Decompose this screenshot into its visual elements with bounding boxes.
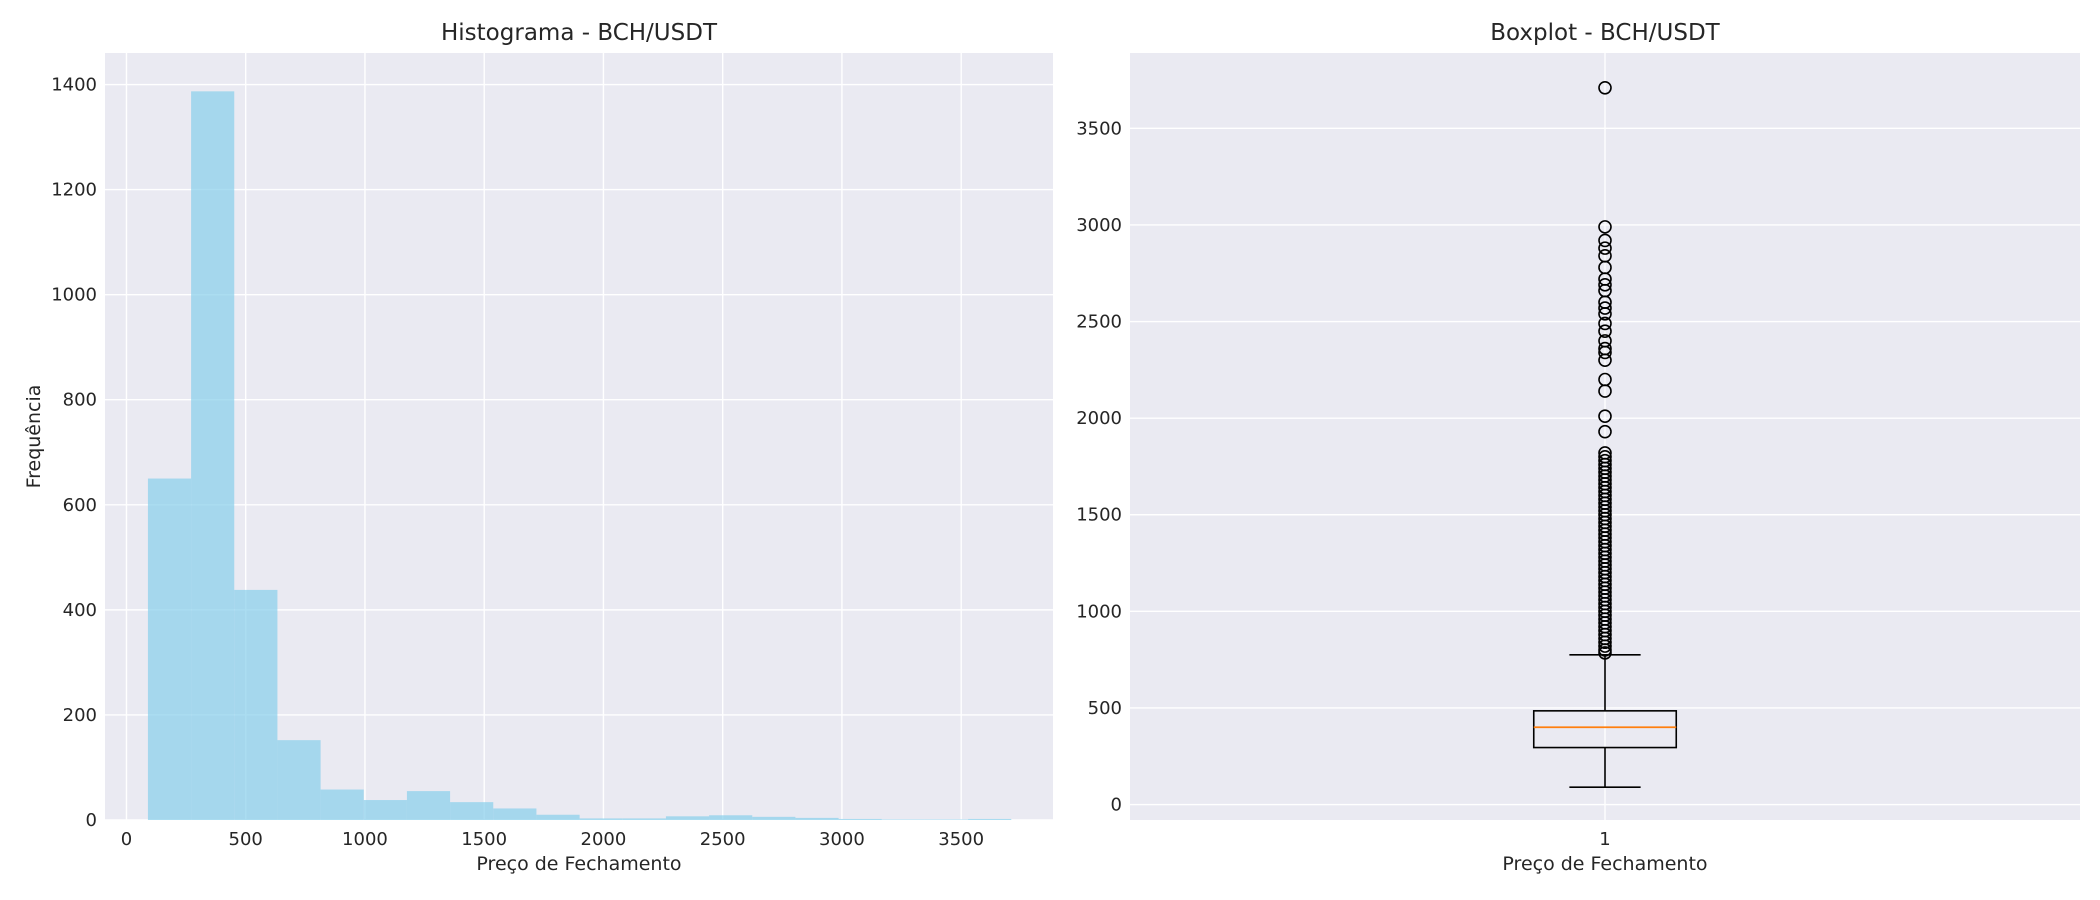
histogram-bar: [968, 818, 1012, 820]
boxplot-y-tick-label: 0: [1111, 795, 1122, 816]
boxplot-y-tick-label: 2000: [1076, 408, 1122, 429]
boxplot-outlier: [1598, 301, 1612, 315]
histogram-bars: [147, 91, 1012, 821]
histogram-bar: [191, 91, 235, 821]
histogram-x-tick-label: 1000: [342, 829, 388, 850]
histogram-bar: [665, 816, 710, 820]
histogram-x-tick-label: 0: [121, 829, 132, 850]
boxplot-y-tick-label: 1000: [1076, 601, 1122, 622]
histogram-y-tick-label: 1000: [51, 285, 97, 306]
histogram-y-tick-label: 1400: [51, 75, 97, 96]
boxplot-outlier: [1598, 639, 1612, 653]
boxplot-x-axis-label: Preço de Fechamento: [1502, 853, 1707, 875]
histogram-bar: [234, 589, 278, 820]
boxplot-y-tick-label: 3500: [1076, 118, 1122, 139]
histogram-bar: [450, 802, 494, 820]
histogram-title: Histograma - BCH/USDT: [441, 20, 718, 46]
histogram-panel: 0 500 1000 1500 2000 2500 3000 3500 0 200 400 600 8…: [23, 20, 1053, 875]
boxplot-gridlines: [1130, 53, 2080, 820]
histogram-y-tick-label: 400: [63, 600, 97, 621]
boxplot-y-tick-label: 1500: [1076, 505, 1122, 526]
boxplot-panel: 1 0 500 1000 1500 2000 2500 3000 3500 Boxplot -…: [1076, 20, 2080, 875]
boxplot-outlier: [1598, 324, 1612, 339]
boxplot-y-tick-label: 3000: [1076, 215, 1122, 236]
boxplot-title: Boxplot - BCH/USDT: [1490, 20, 1720, 46]
histogram-bar: [536, 814, 580, 820]
boxplot-outlier: [1598, 316, 1612, 331]
boxplot-outlier: [1598, 646, 1612, 660]
boxplot-outlier: [1598, 278, 1612, 292]
boxplot-y-tick-label: 500: [1088, 698, 1122, 719]
boxplot-x-tick-label: 1: [1599, 829, 1610, 850]
histogram-bar: [147, 478, 192, 820]
boxplot-outlier: [1598, 345, 1612, 360]
histogram-bar: [838, 818, 882, 820]
boxplot-outlier: [1598, 409, 1612, 424]
boxplot-y-tick-label: 2500: [1076, 312, 1122, 333]
boxplot-outlier: [1598, 307, 1612, 321]
histogram-y-axis-label: Frequência: [23, 385, 45, 489]
histogram-bar: [579, 818, 623, 820]
histogram-bar: [277, 740, 321, 820]
boxplot-x-tick-labels: 1: [1599, 829, 1610, 850]
histogram-y-tick-label: 800: [63, 390, 97, 411]
histogram-x-tick-label: 3000: [819, 829, 865, 850]
boxplot-iqr-box: [1532, 710, 1678, 749]
histogram-bar: [493, 808, 537, 820]
histogram-bar: [320, 789, 364, 820]
histogram-x-tick-label: 500: [229, 829, 263, 850]
histogram-y-tick-label: 200: [63, 705, 97, 726]
boxplot-outlier: [1598, 384, 1612, 398]
histogram-bar: [363, 800, 407, 820]
boxplot-outlier: [1598, 233, 1612, 248]
boxplot-outliers: [1598, 80, 1612, 660]
histogram-x-axis-label: Preço de Fechamento: [476, 853, 681, 875]
boxplot-y-tick-labels: 0 500 1000 1500 2000 2500 3000 3500: [1076, 118, 1122, 815]
histogram-y-tick-label: 0: [86, 810, 97, 831]
boxplot-outlier: [1598, 353, 1612, 367]
histogram-bar: [622, 818, 666, 820]
histogram-bar: [709, 815, 753, 820]
histogram-x-tick-labels: 0 500 1000 1500 2000 2500 3000 3500: [121, 829, 984, 850]
boxplot-outlier: [1598, 635, 1612, 650]
histogram-x-tick-label: 3500: [938, 829, 984, 850]
histogram-y-tick-label: 1200: [51, 180, 97, 201]
histogram-bar: [881, 819, 925, 820]
histogram-y-tick-label: 600: [63, 495, 97, 516]
histogram-y-tick-labels: 0 200 400 600 800 1000 1200 1400: [51, 75, 97, 831]
histogram-bar: [924, 819, 969, 820]
boxplot-outlier: [1598, 80, 1612, 95]
histogram-bar: [406, 791, 451, 820]
boxplot-outlier: [1598, 424, 1612, 439]
histogram-bar: [795, 817, 839, 820]
boxplot-outlier: [1598, 220, 1612, 234]
histogram-x-tick-label: 1500: [461, 829, 507, 850]
boxplot-outlier: [1598, 241, 1612, 255]
histogram-x-tick-label: 2500: [700, 829, 746, 850]
boxplot-box: [1532, 654, 1678, 788]
histogram-x-tick-label: 2000: [581, 829, 627, 850]
histogram-bar: [752, 816, 796, 820]
